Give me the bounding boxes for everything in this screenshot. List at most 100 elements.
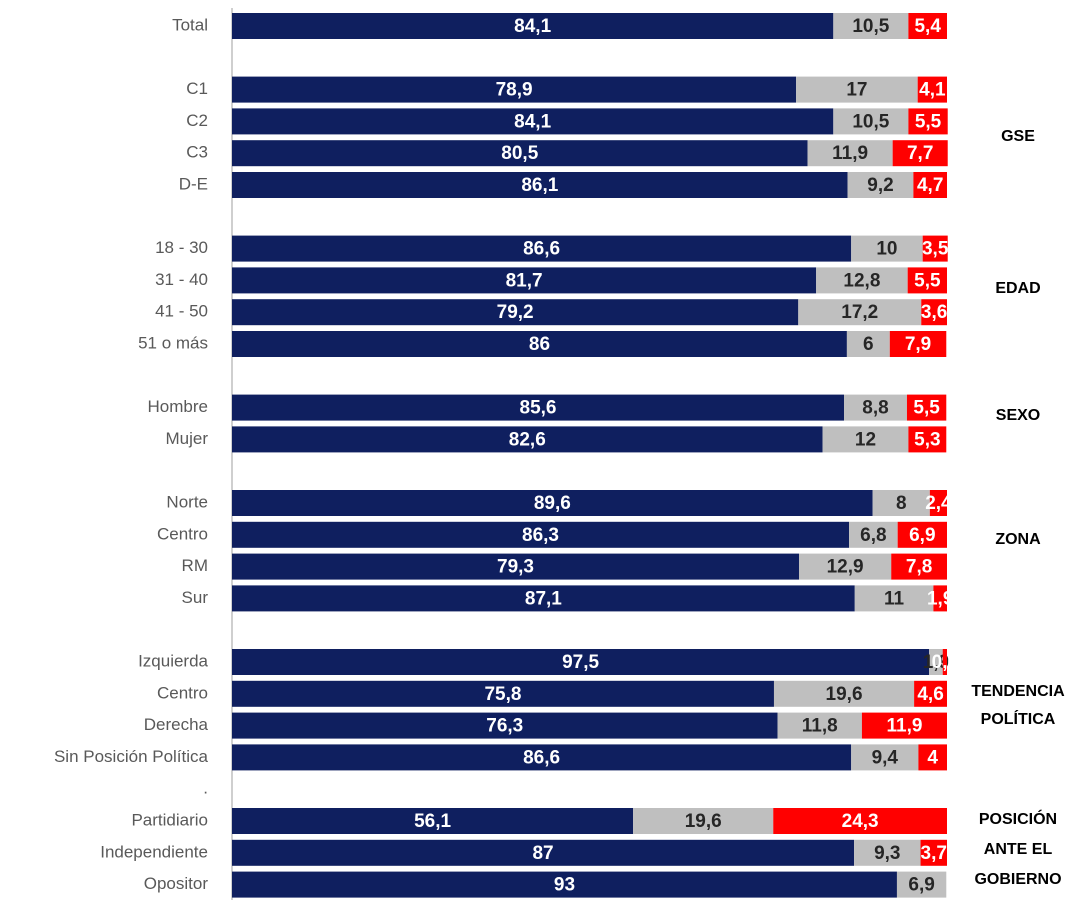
bar-segment [906, 394, 947, 421]
category-label: Sin Posición Política [54, 747, 209, 766]
bar-segment [232, 140, 808, 167]
bar-segment [232, 267, 817, 294]
value-label: 8 [896, 493, 907, 514]
bar-segment [232, 172, 848, 198]
category-label: C1 [186, 79, 208, 98]
value-label: 86,3 [522, 525, 559, 546]
bar-segment [908, 108, 948, 135]
value-label: 78,9 [496, 80, 533, 101]
value-label: 19,6 [685, 811, 722, 832]
value-label: 6 [863, 334, 874, 355]
group-label: GSE [1001, 128, 1035, 145]
bar-segment [849, 521, 898, 548]
bar-segment [942, 649, 947, 675]
bar-segment [798, 299, 922, 326]
value-label: 12,8 [843, 270, 880, 291]
bar-segment [833, 108, 909, 135]
value-label: 79,2 [497, 302, 534, 323]
category-label: Centro [157, 683, 208, 702]
value-label: 9,3 [874, 843, 900, 864]
bar-segment [232, 585, 855, 612]
group-label: GOBIERNO [974, 871, 1061, 888]
bar-segment [921, 299, 947, 326]
group-label: SEXO [996, 407, 1040, 424]
value-label: 11,9 [886, 716, 922, 737]
bar-segment [929, 490, 947, 516]
value-label: 10,5 [852, 111, 889, 132]
category-label: Sur [182, 588, 209, 607]
bar-segment [851, 744, 919, 771]
value-label: 3,7 [921, 843, 947, 864]
bar-segment [907, 267, 947, 294]
value-label: 86,6 [523, 239, 560, 260]
category-label: C2 [186, 111, 208, 130]
bar-segment [889, 331, 947, 357]
value-label: 9,2 [867, 175, 893, 196]
value-label: 5,5 [915, 111, 942, 132]
value-label: 81,7 [506, 270, 543, 291]
category-label: D-E [179, 174, 208, 193]
value-label: 0,6 [932, 652, 958, 673]
group-label: POLÍTICA [981, 709, 1056, 728]
bar-segment [232, 76, 797, 103]
bar-segment [633, 808, 774, 834]
value-label: 97,5 [562, 652, 599, 673]
category-label: . [203, 779, 208, 798]
value-label: 11,9 [832, 143, 868, 164]
value-label: 17,2 [841, 302, 878, 323]
bar-segment [844, 394, 907, 421]
bar-segment [922, 235, 948, 262]
value-label: 76,3 [486, 716, 523, 737]
bar-segment [913, 172, 947, 198]
value-label: 1,9 [927, 588, 953, 609]
value-label: 4,7 [917, 175, 943, 196]
value-label: 56,1 [414, 811, 451, 832]
value-label: 93 [554, 875, 575, 896]
value-label: 5,3 [914, 429, 940, 450]
value-label: 11,8 [802, 716, 838, 737]
bar-segment [847, 172, 914, 198]
value-label: 84,1 [514, 111, 551, 132]
category-label: Derecha [144, 715, 209, 734]
value-label: 6,9 [908, 875, 934, 896]
bar-segment [908, 13, 947, 39]
bar-segment [861, 712, 947, 739]
bar-segment [773, 808, 947, 834]
bar-segment [232, 108, 834, 135]
bar-segment [897, 521, 947, 548]
category-label: 41 - 50 [155, 302, 208, 321]
value-label: 1,9 [923, 652, 949, 673]
bar-segment [933, 585, 947, 612]
value-label: 86,6 [523, 747, 560, 768]
value-label: 5,4 [914, 16, 941, 37]
bar-segment [798, 553, 892, 580]
bar-segment [773, 680, 915, 707]
value-label: 89,6 [534, 493, 571, 514]
bar-segment [920, 839, 947, 866]
bar-segment [232, 490, 873, 516]
value-label: 86,1 [521, 175, 558, 196]
value-label: 11 [884, 588, 905, 609]
category-label: Hombre [148, 397, 208, 416]
value-label: 7,8 [906, 557, 932, 578]
bar-segment [232, 426, 823, 453]
value-label: 82,6 [509, 429, 546, 450]
category-label: Centro [157, 524, 208, 543]
bar-segment [232, 394, 845, 421]
bar-segment [232, 331, 847, 357]
bar-segment [816, 267, 908, 294]
bar-segment [918, 744, 947, 771]
value-label: 4,1 [919, 80, 946, 101]
value-label: 3,5 [922, 239, 949, 260]
value-label: 17 [846, 80, 867, 101]
bar-segment [232, 712, 778, 739]
group-label: ZONA [995, 531, 1041, 548]
category-label: C3 [186, 143, 208, 162]
bar-segment [796, 76, 918, 103]
value-label: 7,9 [905, 334, 931, 355]
value-label: 6,8 [860, 525, 886, 546]
value-label: 4 [927, 747, 938, 768]
bar-segment [822, 426, 909, 453]
bar-segment [232, 235, 852, 262]
bar-segment [846, 331, 890, 357]
